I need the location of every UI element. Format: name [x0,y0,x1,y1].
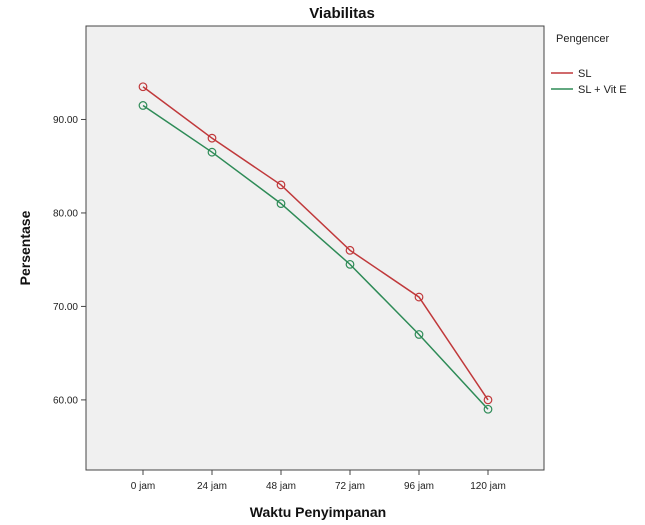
data-point [483,404,493,414]
x-tick-label: 120 jam [470,481,506,492]
x-tick-label: 48 jam [266,481,296,492]
legend-label: SL + Vit E [578,84,627,96]
legend: Pengencer SL SL + Vit E [551,33,627,96]
y-axis-title: Persentase [17,210,33,285]
data-point [345,245,355,255]
x-tick-label: 24 jam [197,481,227,492]
y-tick-label: 70.00 [53,302,78,313]
y-tick-label: 80.00 [53,208,78,219]
legend-title: Pengencer [556,33,610,45]
chart-title: Viabilitas [309,5,375,22]
x-tick-label: 0 jam [131,481,155,492]
data-point [207,133,217,143]
data-point [138,82,148,92]
data-point [276,199,286,209]
legend-label: SL [578,68,591,80]
data-point [207,147,217,157]
data-point [414,292,424,302]
data-point [483,395,493,405]
data-point [276,180,286,190]
x-tick-label: 72 jam [335,481,365,492]
x-tick-label: 96 jam [404,481,434,492]
series-line [142,86,489,401]
x-axis-title: Waktu Penyimpanan [250,504,386,520]
data-point [138,101,148,110]
y-axis: 60.00 70.00 80.00 90.00 [53,115,86,406]
data-point [414,330,424,339]
y-tick-label: 60.00 [53,395,78,406]
x-axis: 0 jam 24 jam 48 jam 72 jam 96 jam 120 jam [131,470,506,492]
series-layer [138,82,493,414]
plot-area [85,25,545,471]
y-tick-label: 90.00 [53,115,78,126]
data-point [345,259,355,269]
series-line [142,104,489,410]
